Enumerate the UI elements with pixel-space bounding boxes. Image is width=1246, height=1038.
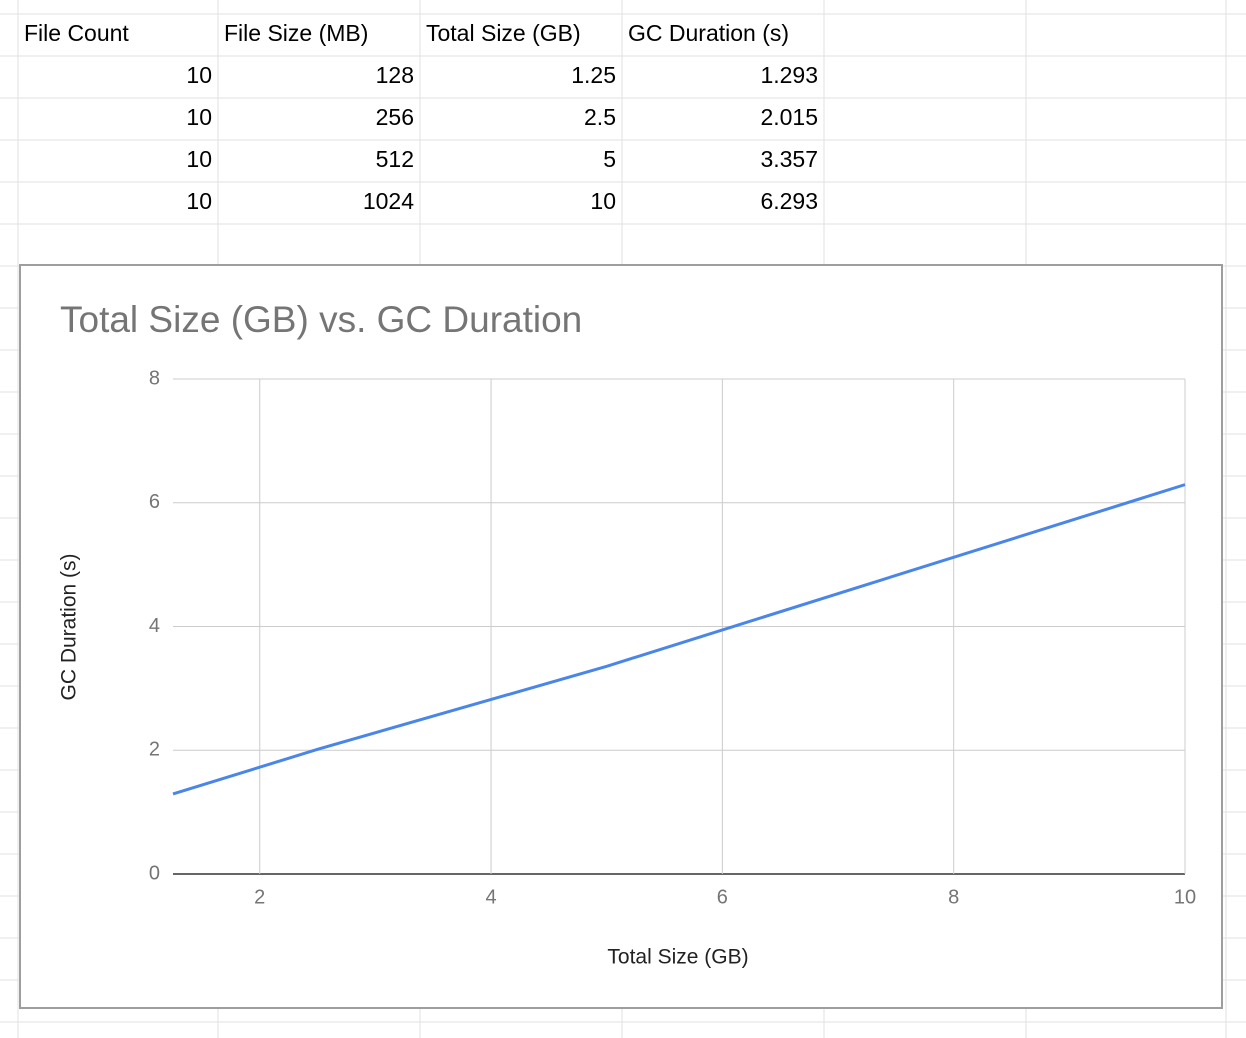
data-line <box>172 483 1186 796</box>
header-cell: GC Duration (s) <box>628 20 789 46</box>
y-tick-label: 4 <box>149 615 160 637</box>
header-cell: File Count <box>24 20 129 46</box>
cell: 6.293 <box>760 188 818 214</box>
x-axis-label: Total Size (GB) <box>607 946 748 969</box>
cell: 5 <box>603 146 616 172</box>
cell: 10 <box>186 188 212 214</box>
cell: 128 <box>376 62 414 88</box>
cell: 1024 <box>363 188 414 214</box>
cell: 10 <box>186 146 212 172</box>
chart-title: Total Size (GB) vs. GC Duration <box>60 299 582 340</box>
cell: 2.015 <box>760 104 818 130</box>
y-tick-label: 2 <box>149 739 160 761</box>
table: File Count File Size (MB) Total Size (GB) G… <box>24 20 818 214</box>
y-tick-label: 6 <box>149 491 160 513</box>
cell: 3.357 <box>760 146 818 172</box>
cell: 512 <box>376 146 414 172</box>
cell: 2.5 <box>584 104 616 130</box>
chart: Total Size (GB) vs. GC Duration Total Si… <box>58 299 1197 969</box>
y-axis-label: GC Duration (s) <box>58 553 81 700</box>
y-tick-label: 0 <box>149 862 160 884</box>
cell: 1.25 <box>571 62 616 88</box>
header-cell: Total Size (GB) <box>426 20 581 46</box>
cell: 10 <box>590 188 616 214</box>
cell: 10 <box>186 62 212 88</box>
cell: 1.293 <box>760 62 818 88</box>
x-tick-label: 4 <box>485 886 496 908</box>
x-tick-label: 2 <box>254 886 265 908</box>
cell: 256 <box>376 104 414 130</box>
x-tick-label: 8 <box>948 886 959 908</box>
cell: 10 <box>186 104 212 130</box>
chart-frame <box>19 264 1223 1009</box>
y-tick-label: 8 <box>149 367 160 389</box>
header-cell: File Size (MB) <box>224 20 368 46</box>
x-tick-label: 6 <box>717 886 728 908</box>
x-tick-label: 10 <box>1174 886 1196 908</box>
